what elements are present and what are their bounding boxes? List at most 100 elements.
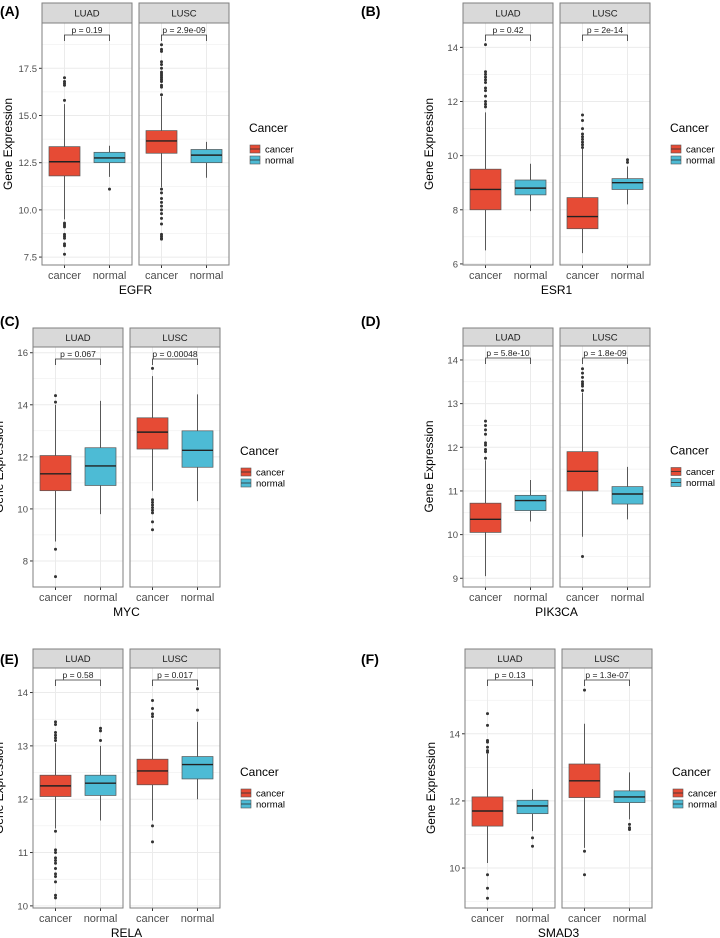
significance-bracket: [64, 34, 110, 41]
plot-background: [463, 346, 553, 587]
outlier-point: [484, 456, 487, 460]
significance-bracket: [485, 357, 531, 364]
facet-strip: [32, 648, 124, 669]
box-iqr: [181, 756, 214, 780]
p-value-label: p = 2.9e-09: [162, 25, 206, 35]
x-tick-label: cancer: [469, 592, 502, 604]
box-normal: [181, 687, 214, 800]
facet-luad: cancer normal p = 0.58 LUAD: [32, 648, 124, 925]
x-tick-label: normal: [514, 270, 548, 282]
outlier-point: [63, 252, 66, 256]
legend-entry-normal: normal: [265, 156, 294, 167]
outlier-point: [160, 200, 163, 204]
outlier-point: [484, 72, 487, 76]
facet-lusc: cancer normal p = 2e-14 LUSC: [559, 2, 651, 282]
outlier-point: [581, 380, 584, 384]
y-axis-title: Gene Expression: [422, 98, 436, 190]
box-cancer: [471, 712, 504, 900]
box-normal: [181, 394, 214, 502]
box-cancer: [469, 419, 502, 577]
legend-title: Cancer: [240, 765, 279, 779]
outlier-point: [63, 236, 66, 240]
outlier-point: [63, 76, 66, 80]
facet-strip-label: LUSC: [592, 9, 617, 20]
box-cancer: [566, 113, 599, 254]
outlier-point: [63, 225, 66, 229]
outlier-point: [484, 94, 487, 98]
outlier-point: [160, 237, 163, 241]
outlier-point: [484, 450, 487, 454]
outlier-point: [484, 81, 487, 85]
outlier-point: [151, 520, 154, 524]
box-iqr: [516, 799, 549, 815]
y-tick-label: 14: [449, 729, 460, 740]
outlier-point: [151, 712, 154, 716]
outlier-point: [581, 554, 584, 558]
x-axis-title: PIK3CA: [535, 605, 578, 619]
outlier-point: [484, 89, 487, 93]
x-tick-label: cancer: [136, 592, 169, 604]
panel-label: (D): [361, 313, 380, 329]
facet-strip: [561, 648, 653, 669]
p-value-label: p = 0.067: [60, 349, 96, 359]
box-cancer: [39, 720, 72, 900]
outlier-point: [583, 849, 586, 853]
significance-bracket: [152, 358, 198, 365]
outlier-point: [486, 873, 489, 877]
legend-entry-normal: normal: [686, 156, 715, 167]
y-axis-title: Gene Expression: [0, 421, 6, 513]
facet-strip-label: LUSC: [162, 333, 187, 344]
outlier-point: [54, 856, 57, 860]
x-axis-title: MYC: [113, 605, 140, 619]
significance-bracket: [161, 34, 207, 41]
y-tick-label: 13: [447, 399, 458, 410]
p-value-label: p = 2e-14: [587, 25, 623, 35]
facet-strip: [464, 648, 556, 669]
outlier-point: [581, 146, 584, 150]
outlier-point: [484, 443, 487, 447]
box-cancer: [566, 367, 599, 558]
x-tick-label: cancer: [39, 913, 72, 925]
facet-strip-label: LUSC: [171, 9, 196, 20]
y-tick-label: 12.5: [19, 158, 38, 169]
box-normal: [514, 480, 547, 522]
y-tick-label: 12: [17, 795, 28, 806]
box-normal: [613, 772, 646, 831]
significance-bracket: [487, 679, 533, 686]
outlier-point: [626, 160, 629, 164]
outlier-point: [54, 829, 57, 833]
x-tick-label: normal: [181, 913, 215, 925]
y-tick-label: 15.0: [19, 111, 38, 122]
outlier-point: [151, 511, 154, 515]
outlier-point: [54, 739, 57, 743]
outlier-point: [151, 498, 154, 502]
y-tick-label: 10: [17, 901, 28, 912]
x-tick-label: normal: [84, 592, 118, 604]
panel-label: (C): [0, 313, 19, 329]
outlier-point: [63, 80, 66, 84]
outlier-point: [484, 428, 487, 432]
outlier-point: [54, 394, 57, 398]
outlier-point: [486, 749, 489, 753]
y-axis-title: Gene Expression: [422, 420, 436, 512]
box-cancer: [469, 43, 502, 251]
y-tick-label: 10: [17, 504, 28, 515]
outlier-point: [484, 70, 487, 74]
box-normal: [190, 141, 223, 178]
facet-luad: cancer normal p = 0.067 LUAD: [32, 327, 124, 604]
y-tick-label: 7.5: [24, 253, 37, 264]
outlier-point: [581, 143, 584, 147]
outlier-point: [484, 86, 487, 90]
outlier-point: [581, 382, 584, 386]
outlier-point: [160, 63, 163, 67]
box-normal: [84, 726, 117, 821]
x-tick-label: normal: [190, 270, 224, 282]
outlier-point: [486, 886, 489, 890]
y-axis-title: Gene Expression: [424, 742, 438, 834]
